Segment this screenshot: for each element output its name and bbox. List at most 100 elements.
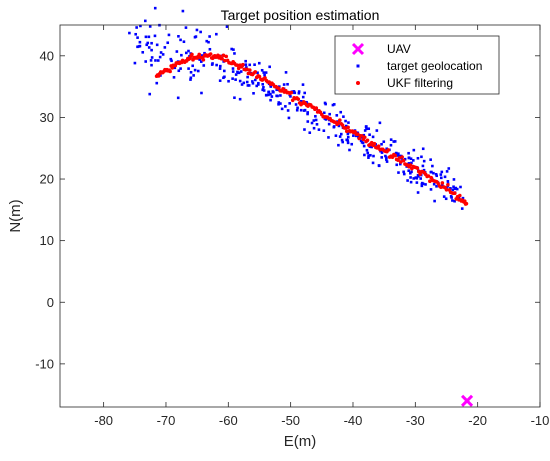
geolocation-point: [365, 127, 368, 131]
ukf-point: [369, 140, 374, 145]
geolocation-point: [268, 65, 271, 69]
geolocation-point: [433, 199, 436, 203]
geolocation-point: [251, 82, 255, 85]
geolocation-point: [150, 56, 154, 59]
geolocation-point: [244, 59, 247, 63]
geolocation-point: [366, 151, 370, 155]
geolocation-point: [420, 155, 423, 159]
y-axis-label: N(m): [7, 199, 24, 232]
geolocation-point: [202, 64, 206, 67]
geolocation-point: [147, 35, 151, 39]
ukf-point: [190, 52, 194, 57]
geolocation-point: [339, 110, 343, 114]
geolocation-point: [409, 180, 413, 184]
geolocation-point: [134, 32, 138, 36]
geolocation-point: [181, 9, 185, 13]
geolocation-point: [163, 46, 167, 49]
geolocation-point: [172, 76, 176, 79]
ukf-point: [246, 71, 251, 76]
geolocation-point: [150, 41, 153, 45]
geolocation-point: [459, 185, 462, 189]
geolocation-point: [396, 154, 400, 157]
y-tick-label: -10: [35, 356, 54, 371]
geolocation-point: [352, 134, 355, 137]
geolocation-point: [384, 154, 387, 158]
geolocation-point: [445, 170, 449, 173]
x-tick-label: -80: [94, 413, 113, 428]
legend-label: UKF filtering: [387, 76, 453, 90]
geolocation-point: [416, 191, 420, 194]
geolocation-point: [378, 121, 382, 125]
geolocation-point: [182, 40, 186, 44]
geolocation-point: [422, 159, 426, 163]
geolocation-point: [452, 185, 455, 189]
geolocation-point: [460, 207, 464, 210]
geolocation-point: [208, 47, 212, 51]
geolocation-point: [306, 111, 310, 114]
geolocation-point: [344, 119, 347, 123]
geolocation-point: [371, 135, 375, 139]
geolocation-point: [371, 161, 375, 165]
geolocation-point: [146, 41, 150, 45]
geolocation-point: [149, 59, 153, 62]
geolocation-point: [252, 92, 255, 95]
geolocation-point: [244, 63, 248, 66]
geolocation-point: [337, 124, 341, 128]
geolocation-point: [240, 83, 244, 86]
geolocation-point: [346, 132, 350, 136]
geolocation-point: [230, 47, 233, 51]
ukf-point: [376, 144, 381, 148]
geolocation-point: [280, 107, 284, 111]
geolocation-point: [148, 92, 152, 96]
geolocation-point: [271, 90, 275, 93]
ukf-point: [357, 136, 362, 141]
geolocation-point: [323, 101, 327, 105]
ukf-point: [390, 155, 395, 160]
geolocation-point: [435, 185, 438, 188]
geolocation-point: [236, 70, 239, 74]
geolocation-point: [215, 63, 218, 67]
geolocation-point: [242, 81, 246, 85]
geolocation-point: [275, 94, 278, 98]
geolocation-point: [420, 184, 424, 188]
geolocation-point: [370, 145, 373, 149]
geolocation-point: [412, 148, 416, 152]
geolocation-point: [262, 71, 266, 74]
geolocation-point: [199, 60, 203, 63]
geolocation-point: [247, 84, 251, 87]
geolocation-point: [434, 172, 438, 176]
geolocation-point: [331, 103, 335, 107]
geolocation-point: [334, 134, 338, 137]
x-axis-label: E(m): [284, 433, 317, 450]
geolocation-point: [409, 176, 412, 179]
ukf-point: [168, 69, 172, 74]
geolocation-point: [292, 90, 296, 93]
geolocation-point: [257, 61, 261, 65]
geolocation-point: [344, 124, 348, 128]
geolocation-point: [256, 71, 259, 75]
geolocation-point: [279, 94, 282, 97]
geolocation-point: [287, 116, 291, 120]
geolocation-point: [431, 164, 434, 168]
geolocation-point: [260, 68, 264, 72]
geolocation-point: [397, 171, 400, 174]
geolocation-point: [279, 102, 282, 105]
geolocation-point: [150, 63, 153, 67]
geolocation-point: [141, 51, 145, 54]
ukf-point: [201, 58, 206, 62]
geolocation-point: [432, 171, 435, 175]
geolocation-point: [288, 102, 291, 105]
ukf-point: [453, 191, 457, 196]
geolocation-point: [133, 61, 137, 65]
geolocation-point: [189, 70, 193, 74]
geolocation-point: [416, 156, 420, 160]
geolocation-point: [380, 151, 384, 154]
geolocation-point: [284, 105, 287, 108]
ukf-point: [428, 179, 432, 184]
geolocation-point: [382, 140, 386, 144]
geolocation-point: [238, 97, 242, 101]
geolocation-point: [144, 19, 147, 23]
geolocation-point: [422, 168, 426, 172]
geolocation-point: [263, 73, 266, 77]
geolocation-point: [193, 68, 197, 72]
